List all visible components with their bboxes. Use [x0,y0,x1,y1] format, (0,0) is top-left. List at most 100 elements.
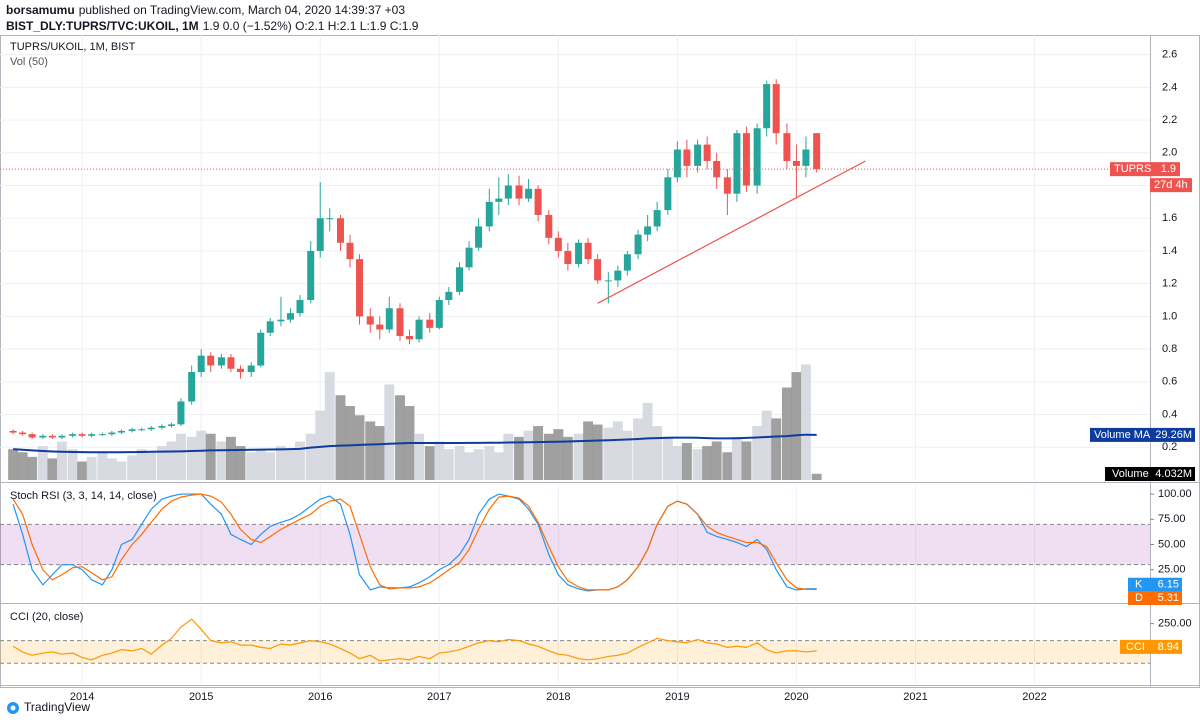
candle-body [296,300,304,314]
candle-body [227,357,235,369]
candle-body [534,188,542,215]
badge-text: CCI [1126,641,1145,653]
candle-body [356,259,364,317]
volume-bar [523,430,534,480]
y-tick-label: 50.00 [1158,538,1186,550]
y-tick-label: 2.4 [1162,81,1177,93]
candle-body [147,427,155,430]
candle-body [108,432,116,435]
candle-body [495,198,503,202]
candle-body [456,267,464,292]
candle-body [584,242,592,260]
candle-body [78,434,86,436]
candle-body [772,84,780,134]
candle-body [465,247,473,268]
candle-body [504,185,512,199]
chart-title: TUPRS/UKOIL, 1M, BIST [10,41,136,53]
x-tick-label: 2018 [546,691,570,703]
volume-bar [553,429,564,480]
volume-bar [583,421,594,480]
badge-text: 29.26M [1155,429,1192,441]
badge-text: 8.94 [1158,641,1179,653]
volume-bar [414,433,424,480]
indicator-line [12,618,817,662]
volume-bar [226,436,236,480]
volume-bar [276,446,286,480]
y-tick-label: 1.0 [1162,310,1177,322]
volume-bar [186,436,197,480]
volume-bar [116,461,127,480]
candle-body [158,426,166,428]
volume-bar [97,452,108,480]
candle-body [98,434,106,436]
volume-bar [741,441,752,480]
volume-bar [47,458,58,480]
candle-body [177,401,185,425]
candle-body [167,424,175,427]
volume-bar [791,372,802,480]
volume-bar [424,446,435,480]
volume-bar [484,446,495,480]
pane-title: Stoch RSI (3, 3, 14, 14, close) [10,490,157,502]
x-tick-label: 2016 [308,691,332,703]
volume-bar [533,426,544,480]
volume-bar [106,458,117,480]
y-tick-label: 0.6 [1162,376,1177,388]
volume-bar [77,461,88,480]
volume-bar [384,384,395,480]
volume-bar [662,436,673,480]
volume-bar [205,433,216,480]
candle-body [385,308,393,330]
volume-bar [176,433,186,480]
candle-body [703,144,711,161]
x-tick-label: 2019 [665,691,689,703]
candle-body [733,133,741,194]
indicator-line [12,493,817,591]
candle-body [653,210,661,227]
candle-body [19,432,27,435]
candle-body [69,434,77,436]
volume-bar [285,449,296,480]
candle-body [307,250,315,301]
y-tick-label: 0.2 [1162,441,1177,453]
y-tick-label: 75.00 [1158,513,1186,525]
volume-bar [166,441,177,480]
symbol: BIST_DLY:TUPRS/TVC:UKOIL, 1M [6,19,199,33]
candle-body [723,177,731,194]
y-tick-label: 2.0 [1162,147,1177,159]
volume-bar [56,441,67,480]
candle-body [525,188,533,199]
candle-body [336,218,344,243]
candle-body [58,435,66,438]
candle-body [426,319,434,328]
header-line-2: BIST_DLY:TUPRS/TVC:UKOIL, 1M 1.9 0.0 (−1.… [6,19,418,33]
pane-title: CCI (20, close) [10,611,83,623]
candle-body [48,435,56,438]
candle-body [664,177,672,211]
volume-bar [335,395,346,480]
candle-body [266,321,274,333]
footer-brand: TradingView [24,700,90,714]
x-tick-label: 2014 [70,691,94,703]
header-line-1: borsamumu published on TradingView.com, M… [6,3,405,17]
volume-bar [443,449,454,480]
price-badge [1120,639,1182,654]
badge-text: Volume [1112,468,1149,480]
candle-body [644,226,652,235]
candle-body [683,149,691,166]
candle-body [286,313,294,320]
candle-body [39,435,47,438]
volume-bar [731,436,742,480]
candle-body [217,357,225,366]
volume-bar [711,441,722,480]
volume-bar [8,449,19,480]
candle-body [575,242,583,265]
trend-line [597,160,866,304]
candle-body [604,280,612,282]
volume-bar [543,433,554,480]
volume-bar [37,446,48,480]
volume-bar [295,441,305,480]
volume-bar [633,418,644,480]
candle-body [257,332,265,366]
y-tick-label: 1.4 [1162,245,1177,257]
